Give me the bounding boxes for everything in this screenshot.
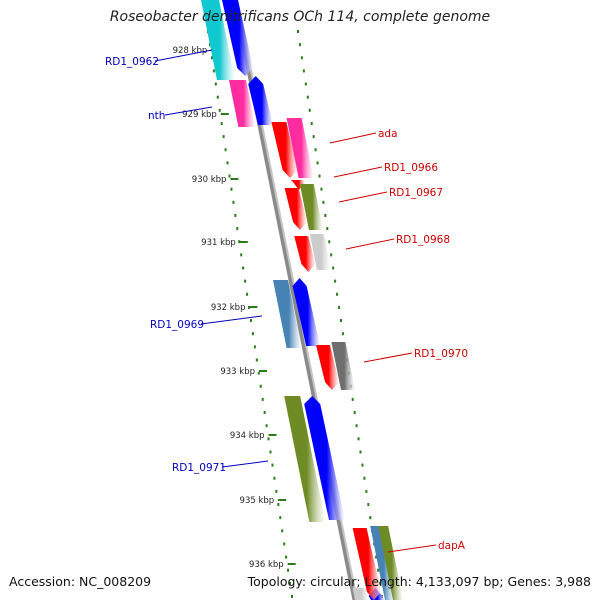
- right-gene-label: ada: [378, 128, 398, 140]
- right-gene-label: RD1_0968: [396, 234, 450, 246]
- left-gene-label: RD1_0971: [172, 462, 226, 474]
- right-pointer-line: [345, 238, 395, 250]
- topology-text: Topology: circular; Length: 4,133,097 bp…: [247, 574, 591, 589]
- left-gene-label: RD1_0962: [105, 56, 159, 68]
- right-gene-label: dapA: [438, 540, 466, 552]
- gene-blue: [222, 0, 254, 76]
- gene-ada: [271, 122, 298, 178]
- scale-label: 932 kbp: [211, 303, 246, 313]
- gene-rd1-0969: [273, 280, 302, 348]
- scale-label: 930 kbp: [192, 175, 227, 185]
- right-pointer-line: [333, 166, 383, 178]
- left-pointer-line: [221, 460, 269, 468]
- gene-olive: [378, 526, 403, 600]
- right-gene-label: RD1_0966: [384, 162, 438, 174]
- accession-text: Accession: NC_008209: [9, 574, 152, 589]
- right-gene-label: RD1_0967: [389, 187, 443, 199]
- gene-pink: [286, 118, 314, 178]
- right-pointer-line: [363, 352, 413, 363]
- scale-label: 928 kbp: [173, 46, 208, 56]
- right-pointer-line: [329, 132, 377, 144]
- gene-steel: [370, 526, 395, 600]
- right-pointer-line: [338, 191, 388, 203]
- gene-rd1-0968: [294, 236, 316, 272]
- scale-label: 934 kbp: [230, 431, 265, 441]
- gene-nth: [229, 80, 256, 127]
- gene-dark-gray: [331, 342, 355, 390]
- gene-gray: [352, 588, 369, 600]
- left-pointer-line: [154, 49, 213, 62]
- scale-label: 935 kbp: [240, 496, 275, 506]
- right-gene-label: RD1_0970: [414, 348, 468, 360]
- gene-rd1-0967: [299, 184, 323, 230]
- map-title: Roseobacter denitrificans OCh 114, compl…: [109, 9, 491, 25]
- gene-rd1-0962: [201, 0, 235, 80]
- scale-label: 929 kbp: [182, 110, 217, 120]
- left-gene-label: nth: [148, 110, 165, 122]
- scale-label: 931 kbp: [201, 238, 236, 248]
- scale-label: 933 kbp: [220, 367, 255, 377]
- gene-blue: [292, 278, 321, 346]
- scale-label: 936 kbp: [249, 560, 284, 570]
- right-pointer-line: [387, 544, 437, 553]
- gene-blue: [248, 76, 273, 125]
- gene-red: [284, 188, 307, 230]
- left-gene-label: RD1_0969: [150, 319, 204, 331]
- gene-rd1-0966: [291, 180, 305, 190]
- gene-blue: [304, 396, 345, 520]
- left-pointer-line: [164, 106, 213, 116]
- gene-rd1-0970: [316, 345, 339, 390]
- gene-dapa: [352, 528, 381, 600]
- left-pointer-line: [200, 315, 263, 325]
- gene-rd1-0971: [284, 396, 326, 522]
- gene-gray: [309, 234, 331, 270]
